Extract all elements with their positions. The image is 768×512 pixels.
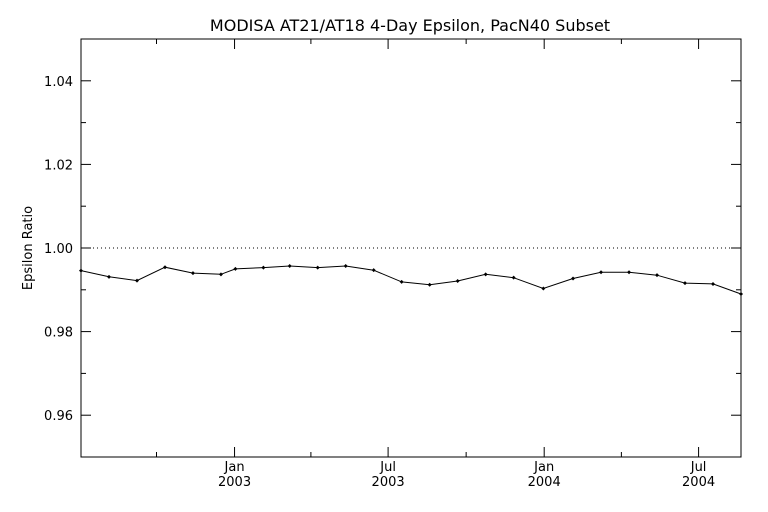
data-point <box>287 263 292 268</box>
chart-title: MODISA AT21/AT18 4-Day Epsilon, PacN40 S… <box>210 16 610 35</box>
data-point <box>683 281 688 286</box>
y-axis-label: Epsilon Ratio <box>21 206 36 290</box>
x-tick-year: 2004 <box>528 475 561 490</box>
data-point <box>455 279 460 284</box>
data-point <box>343 263 348 268</box>
data-point <box>233 266 238 271</box>
data-point <box>79 268 83 273</box>
data-point <box>571 276 576 281</box>
data-point <box>261 265 266 270</box>
y-tick-label: 1.04 <box>44 75 73 90</box>
x-tick-year: 2003 <box>218 475 251 490</box>
data-point <box>541 286 546 291</box>
series-line <box>80 265 742 295</box>
y-tick-label: 1.02 <box>44 158 73 173</box>
data-point <box>371 268 376 273</box>
x-tick-month: Jul <box>690 460 707 475</box>
data-point <box>483 272 488 277</box>
data-point <box>711 281 716 286</box>
x-tick-year: 2003 <box>372 475 405 490</box>
x-tick-month: Jul <box>379 460 396 475</box>
x-tick-month: Jan <box>224 460 245 475</box>
y-tick-label: 1.00 <box>44 242 73 257</box>
data-point <box>218 272 223 277</box>
data-point <box>511 275 516 280</box>
x-tick-year: 2004 <box>682 475 715 490</box>
y-tick-label: 0.96 <box>44 409 73 424</box>
data-point <box>739 291 743 296</box>
x-tick-month: Jan <box>533 460 554 475</box>
data-point <box>627 270 632 275</box>
data-point <box>599 270 604 275</box>
y-tick-label: 0.98 <box>44 326 73 341</box>
plot-frame <box>80 38 742 458</box>
data-point <box>655 273 660 278</box>
data-point <box>190 271 195 276</box>
data-point <box>399 279 404 284</box>
data-point <box>134 278 139 283</box>
data-point <box>315 265 320 270</box>
data-point <box>162 265 167 270</box>
data-point <box>427 282 432 287</box>
data-point <box>106 274 111 279</box>
